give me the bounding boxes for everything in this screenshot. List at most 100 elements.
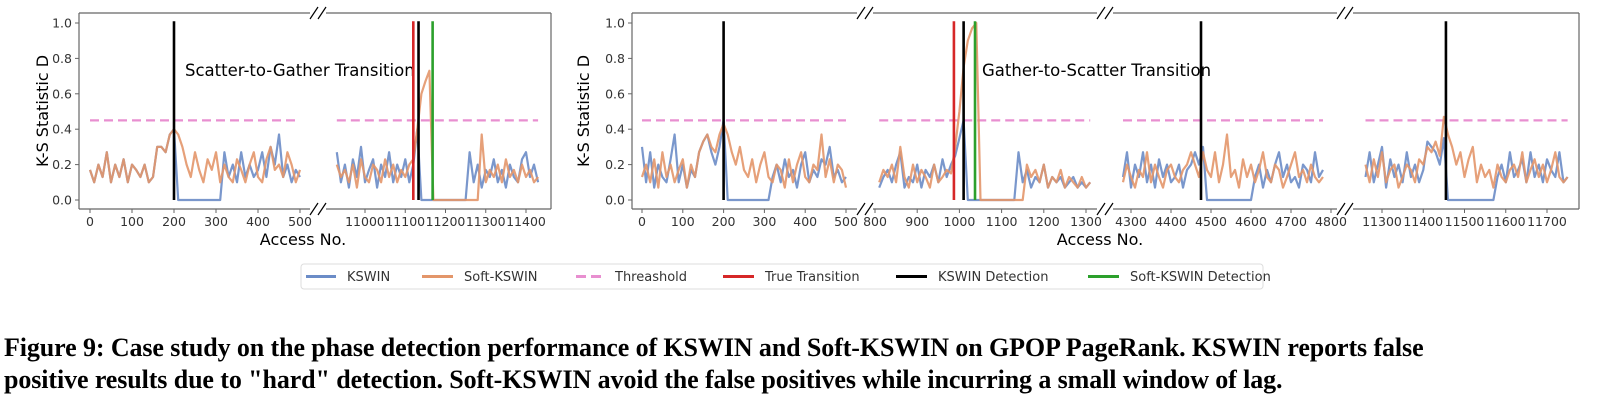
axis-break-mark — [1344, 6, 1354, 20]
axis-break-mark — [1104, 202, 1114, 216]
x-tick-label: 500 — [288, 214, 312, 229]
x-tick-label: 1100 — [986, 214, 1018, 229]
y-tick-label: 0.6 — [605, 86, 625, 101]
x-tick-label: 4500 — [1195, 214, 1227, 229]
axis-break-mark — [1096, 202, 1106, 216]
y-tick-label: 0.8 — [605, 51, 625, 66]
axis-break-mark — [856, 6, 866, 20]
y-tick-label: 0.8 — [52, 51, 72, 66]
x-tick-label: 200 — [162, 214, 186, 229]
figure-caption-line-1: Figure 9: Case study on the phase detect… — [4, 333, 1424, 362]
series-soft-kswin-line — [88, 128, 302, 184]
x-tick-label: 4800 — [1315, 214, 1347, 229]
y-axis-label: K-S Statistic D — [574, 55, 593, 167]
series-soft-kswin-line — [878, 21, 1092, 202]
y-tick-label: 0.6 — [52, 86, 72, 101]
segment-1: 800 900 1000 1100 1200 1300 — [863, 21, 1102, 229]
x-tick-label: 4300 — [1115, 214, 1147, 229]
x-tick-label: 11600 — [1486, 214, 1526, 229]
axis-break-mark — [1336, 6, 1346, 20]
series-kswin-line — [878, 119, 1092, 202]
legend-item-soft-kswin: Soft-KSWIN — [422, 270, 538, 285]
legend: KSWIN Soft-KSWIN Threashold True Transit… — [300, 263, 1271, 290]
x-tick-label: 4400 — [1155, 214, 1187, 229]
x-tick-label: 500 — [834, 214, 858, 229]
x-tick-label: 100 — [671, 214, 695, 229]
axis-break-mark — [1336, 202, 1346, 216]
segment-0: 0 100 200 300 400 500 — [638, 21, 858, 229]
legend-label-soft-kswin: Soft-KSWIN — [464, 270, 538, 285]
segment-3: 11300 11400 11500 11600 11700 — [1362, 21, 1569, 229]
y-tick-label: 0.4 — [605, 122, 625, 137]
axes: 0.0 0.2 0.4 0.6 0.8 1.0 — [52, 6, 552, 216]
y-tick-label: 0.0 — [605, 193, 625, 208]
x-tick-label: 11100 — [385, 214, 425, 229]
segment-2: 4300 4400 4500 4600 4700 4800 — [1115, 21, 1347, 229]
x-tick-label: 200 — [712, 214, 736, 229]
legend-label-kswin: KSWIN — [347, 270, 390, 285]
series-kswin-line — [640, 119, 847, 202]
legend-item-kswin-detection: KSWIN Detection — [896, 270, 1048, 285]
y-tick-label: 1.0 — [52, 16, 72, 31]
right-chart-gather-to-scatter: Gather-to-Scatter Transition K-S Statist… — [574, 6, 1580, 249]
axis-break-mark — [1104, 6, 1114, 20]
figure-caption-line-2: positive results due to "hard" detection… — [4, 365, 1283, 394]
x-tick-label: 300 — [752, 214, 776, 229]
y-tick-label: 0.4 — [52, 122, 72, 137]
segment-0: 0 100 200 300 400 500 — [86, 21, 312, 229]
series-soft-kswin-line — [1364, 115, 1569, 189]
legend-item-soft-kswin-detection: Soft-KSWIN Detection — [1088, 270, 1271, 285]
x-tick-label: 100 — [120, 214, 144, 229]
x-tick-label: 1000 — [943, 214, 975, 229]
segment-1: 11000 11100 11200 11300 11400 — [335, 21, 546, 229]
x-tick-label: 4600 — [1235, 214, 1267, 229]
legend-label-true-transition: True Transition — [764, 270, 860, 285]
x-tick-label: 11300 — [1362, 214, 1402, 229]
series-soft-kswin-line — [1121, 133, 1324, 189]
x-tick-label: 400 — [793, 214, 817, 229]
x-tick-label: 11000 — [345, 214, 385, 229]
y-axis-label: K-S Statistic D — [33, 55, 52, 167]
annotation-scatter-to-gather: Scatter-to-Gather Transition — [185, 61, 415, 80]
y-tick-label: 0.2 — [605, 157, 625, 172]
x-tick-label: 11400 — [506, 214, 546, 229]
x-axis-label: Access No. — [260, 230, 346, 249]
figure: Scatter-to-Gather Transition K-S Statist… — [33, 6, 1580, 290]
axis-break-mark — [309, 6, 319, 20]
y-tick-label: 0.0 — [52, 193, 72, 208]
legend-item-threshold: Threashold — [576, 270, 687, 285]
axis-break-mark — [317, 6, 327, 20]
legend-box — [300, 263, 1264, 290]
x-tick-label: 300 — [204, 214, 228, 229]
legend-label-threshold: Threashold — [614, 270, 687, 285]
axes: 0.0 0.2 0.4 0.6 0.8 1.0 — [605, 6, 1580, 216]
x-tick-label: 11700 — [1527, 214, 1567, 229]
x-tick-label: 4700 — [1275, 214, 1307, 229]
x-tick-label: 0 — [86, 214, 94, 229]
x-tick-label: 11500 — [1445, 214, 1485, 229]
legend-item-kswin: KSWIN — [306, 270, 390, 285]
series-soft-kswin-line — [640, 122, 848, 189]
x-tick-label: 1200 — [1028, 214, 1060, 229]
x-tick-label: 400 — [246, 214, 270, 229]
x-tick-label: 0 — [638, 214, 646, 229]
axis-break-mark — [317, 202, 327, 216]
x-tick-label: 1300 — [1070, 214, 1102, 229]
axis-break-mark — [309, 202, 319, 216]
legend-label-soft-kswin-detection: Soft-KSWIN Detection — [1130, 270, 1271, 285]
axis-break-mark — [864, 202, 874, 216]
axis-break-mark — [1344, 202, 1354, 216]
x-tick-label: 11300 — [466, 214, 506, 229]
axis-break-mark — [1096, 6, 1106, 20]
legend-item-true-transition: True Transition — [723, 270, 860, 285]
series-soft-kswin-line — [335, 69, 539, 202]
annotation-gather-to-scatter: Gather-to-Scatter Transition — [982, 61, 1211, 80]
x-tick-label: 11400 — [1403, 214, 1443, 229]
x-axis-label: Access No. — [1057, 230, 1143, 249]
axis-break-mark — [864, 6, 874, 20]
series-kswin-line — [1121, 145, 1324, 202]
axis-break-mark — [856, 202, 866, 216]
y-tick-label: 1.0 — [605, 16, 625, 31]
x-tick-label: 900 — [905, 214, 929, 229]
series-kswin-line — [1364, 137, 1569, 202]
